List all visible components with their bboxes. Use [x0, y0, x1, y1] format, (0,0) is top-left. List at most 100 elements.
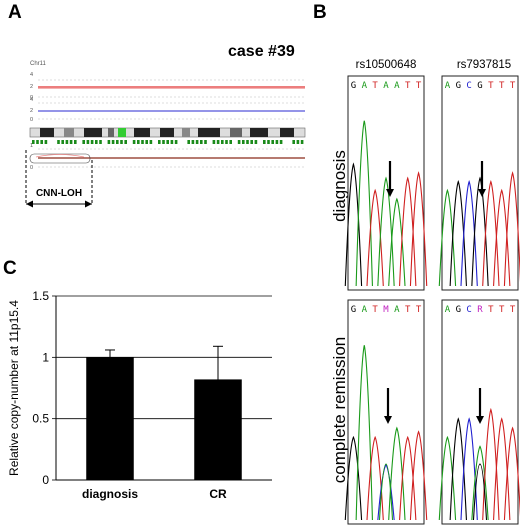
panel-a-letter: A: [8, 2, 22, 23]
base-call: A: [445, 305, 451, 315]
y-axis-label: Relative copy-number at 11p15.4: [7, 300, 21, 476]
snp-mark: [187, 140, 190, 144]
track-tick-label: 2: [30, 108, 33, 114]
base-call: M: [383, 305, 389, 315]
snp-mark: [124, 140, 127, 144]
snp-mark: [95, 140, 98, 144]
base-call: T: [405, 305, 411, 315]
track-tick-label: 4: [30, 72, 33, 78]
base-call: A: [394, 305, 400, 315]
trace-peak: [378, 463, 394, 521]
base-call: T: [416, 81, 422, 91]
base-call: T: [510, 81, 516, 91]
bar-diagnosis: [86, 357, 134, 480]
snp-mark: [145, 140, 148, 144]
snp-mark: [57, 140, 60, 144]
trace-peak: [377, 463, 395, 521]
snp-mark: [271, 140, 274, 144]
panel-b-chromatograms: rs10500648 rs7937815 diagnosis complete …: [330, 59, 520, 525]
snp-marks: [32, 140, 304, 144]
track-tick-label: 2: [30, 84, 33, 90]
snp-mark: [61, 140, 64, 144]
snp-mark: [237, 140, 241, 144]
cnn-loh-label: CNN-LOH: [36, 188, 82, 199]
snp-mark: [111, 140, 115, 144]
snp-mark: [32, 140, 35, 144]
base-call: C: [466, 305, 471, 315]
snp-mark: [242, 140, 245, 144]
snp-mark: [300, 140, 304, 144]
base-call: G: [477, 81, 482, 91]
snp-mark: [204, 140, 207, 144]
base-call: G: [456, 81, 461, 91]
track-tick-label: 0: [30, 117, 33, 123]
base-call: T: [372, 81, 378, 91]
snp-mark: [279, 140, 283, 144]
snp-mark: [229, 140, 232, 144]
snp-mark: [90, 140, 94, 144]
base-call: R: [477, 305, 483, 315]
snp-mark: [74, 140, 77, 144]
trace-peak: [366, 188, 384, 287]
base-call: G: [351, 305, 356, 315]
snp-mark: [254, 140, 258, 144]
base-call: G: [351, 81, 356, 91]
copy-number-bar-chart: Relative copy-number at 11p15.4 0 0.5 1 1.5…: [7, 289, 272, 501]
snp-mark: [221, 140, 224, 144]
snp-mark: [174, 140, 178, 144]
panel-c-letter: C: [3, 258, 17, 279]
snp-mark: [166, 140, 169, 144]
track-tick-label: 4: [30, 97, 33, 103]
snp-mark: [149, 140, 153, 144]
snp-mark: [44, 140, 48, 144]
snp-mark: [69, 140, 73, 144]
trace-peak: [472, 463, 488, 521]
snp-mark: [275, 140, 279, 144]
cnn-loh-bracket: [25, 150, 93, 208]
base-call: A: [362, 81, 368, 91]
trace-peak: [344, 162, 363, 287]
trace-peak: [366, 435, 384, 521]
base-call: A: [394, 81, 400, 91]
snp-mark: [225, 140, 228, 144]
base-call: A: [445, 81, 451, 91]
snp-mark: [120, 140, 123, 144]
snp-mark: [36, 140, 39, 144]
snp-mark: [267, 140, 270, 144]
snp-mark: [116, 140, 119, 144]
trace-peak: [460, 417, 478, 521]
trace-peak: [438, 435, 457, 521]
snp-mark: [296, 140, 300, 144]
trace-peak: [388, 197, 406, 287]
base-call: G: [456, 305, 461, 315]
trace-peak: [355, 345, 373, 521]
snp-mark: [191, 140, 195, 144]
base-call: A: [362, 305, 368, 315]
snp-mark: [200, 140, 203, 144]
snp-mark: [170, 140, 174, 144]
y-tick-label: 1.5: [32, 289, 49, 303]
trace-peak: [471, 445, 489, 521]
x-category-label: CR: [209, 487, 227, 501]
trace-peak: [438, 188, 457, 287]
case-label: case #39: [228, 43, 295, 60]
base-call: C: [466, 81, 471, 91]
snp-id-1: rs10500648: [356, 59, 417, 71]
snp-mark: [162, 140, 165, 144]
y-tick-label: 1: [42, 350, 49, 364]
trace-peak: [503, 171, 520, 287]
base-call: T: [405, 81, 411, 91]
snp-mark: [246, 140, 249, 144]
snp-mark: [107, 140, 111, 144]
snp-mark: [212, 140, 216, 144]
snp-mark: [99, 140, 102, 144]
track-tick-label: 0: [30, 165, 33, 171]
track-tick-label: 0: [30, 95, 33, 101]
base-call: T: [372, 305, 378, 315]
cnn-loh-highlight: [29, 153, 91, 164]
snp-mark: [132, 140, 136, 144]
